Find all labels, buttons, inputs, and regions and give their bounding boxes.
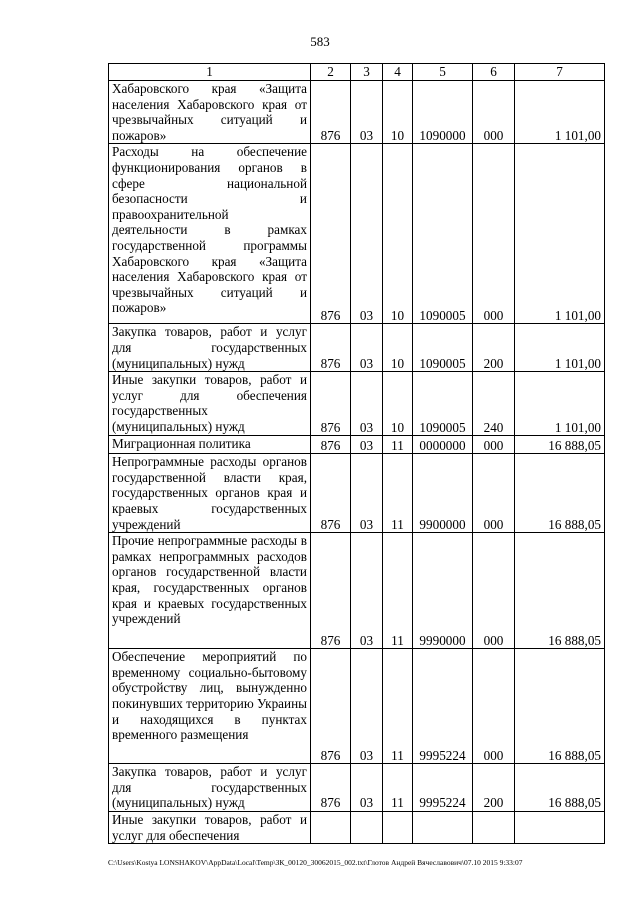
expense-type-cell: 000	[472, 453, 515, 534]
footer-file-path: C:\Users\Kostya LONSHAKOV\AppData\Local\…	[108, 858, 523, 867]
target-article-cell: 0000000	[412, 435, 473, 455]
expense-type-cell: 000	[472, 648, 515, 765]
table-row: Иные закупки товаров, работ и услуг для …	[108, 810, 605, 845]
expense-type-cell: 000	[472, 79, 515, 145]
table-row: Миграционная политика 876 03 11 0000000 000 16…	[108, 435, 605, 455]
header-cell: 7	[514, 63, 605, 81]
code-cell: 876	[310, 435, 351, 455]
table-row: Закупка товаров, работ и услуг для госуд…	[108, 323, 605, 373]
section-cell: 03	[350, 453, 383, 534]
row-name: Закупка товаров, работ и услуг для госуд…	[108, 323, 311, 373]
row-name: Закупка товаров, работ и услуг для госуд…	[108, 763, 311, 812]
amount-cell: 16 888,05	[514, 453, 605, 534]
section-cell: 03	[350, 763, 383, 812]
amount-cell: 1 101,00	[514, 323, 605, 373]
amount-cell	[514, 810, 605, 845]
code-cell: 876	[310, 648, 351, 765]
table-row: Обеспечение мероприятий по временному со…	[108, 648, 605, 765]
amount-cell: 1 101,00	[514, 79, 605, 145]
code-cell: 876	[310, 371, 351, 437]
table-row: Расходы на обеспечение функционирования …	[108, 143, 605, 325]
table-row: Непрограммные расходы органов государств…	[108, 453, 605, 534]
target-article-cell: 1090005	[412, 143, 473, 325]
row-name: Иные закупки товаров, работ и услуг для …	[108, 810, 311, 845]
subsection-cell: 11	[382, 435, 413, 455]
amount-cell: 16 888,05	[514, 763, 605, 812]
amount-cell: 1 101,00	[514, 371, 605, 437]
target-article-cell: 9900000	[412, 453, 473, 534]
header-cell: 6	[472, 63, 515, 81]
subsection-cell: 11	[382, 763, 413, 812]
subsection-cell: 10	[382, 371, 413, 437]
expense-type-cell	[472, 810, 515, 845]
section-cell: 03	[350, 648, 383, 765]
target-article-cell: 9990000	[412, 532, 473, 650]
section-cell	[350, 810, 383, 845]
section-cell: 03	[350, 371, 383, 437]
target-article-cell: 1090005	[412, 371, 473, 437]
subsection-cell: 11	[382, 453, 413, 534]
target-article-cell	[412, 810, 473, 845]
header-cell: 1	[108, 63, 311, 81]
target-article-cell: 9995224	[412, 763, 473, 812]
table-header-row: 1 2 3 4 5 6 7	[108, 63, 605, 81]
subsection-cell: 11	[382, 532, 413, 650]
section-cell: 03	[350, 143, 383, 325]
code-cell: 876	[310, 143, 351, 325]
amount-cell: 16 888,05	[514, 532, 605, 650]
row-name: Непрограммные расходы органов государств…	[108, 453, 311, 534]
subsection-cell: 10	[382, 79, 413, 145]
table-row: Хабаровского края «Защита населения Хаба…	[108, 79, 605, 145]
table-row: Прочие непрограммные расходы в рамках не…	[108, 532, 605, 650]
code-cell: 876	[310, 532, 351, 650]
table-row: Иные закупки товаров, работ и услуг для …	[108, 371, 605, 437]
header-cell: 4	[382, 63, 413, 81]
code-cell	[310, 810, 351, 845]
expense-type-cell: 000	[472, 435, 515, 455]
row-name: Расходы на обеспечение функционирования …	[108, 143, 311, 325]
subsection-cell	[382, 810, 413, 845]
row-name: Обеспечение мероприятий по временному со…	[108, 648, 311, 765]
subsection-cell: 10	[382, 143, 413, 325]
header-cell: 3	[350, 63, 383, 81]
table-row: Закупка товаров, работ и услуг для госуд…	[108, 763, 605, 812]
amount-cell: 16 888,05	[514, 648, 605, 765]
expense-type-cell: 200	[472, 323, 515, 373]
section-cell: 03	[350, 532, 383, 650]
code-cell: 876	[310, 453, 351, 534]
header-cell: 2	[310, 63, 351, 81]
target-article-cell: 1090000	[412, 79, 473, 145]
code-cell: 876	[310, 323, 351, 373]
amount-cell: 1 101,00	[514, 143, 605, 325]
section-cell: 03	[350, 79, 383, 145]
expense-type-cell: 240	[472, 371, 515, 437]
code-cell: 876	[310, 79, 351, 145]
code-cell: 876	[310, 763, 351, 812]
page-number: 583	[310, 34, 330, 49]
target-article-cell: 9995224	[412, 648, 473, 765]
budget-table: 1 2 3 4 5 6 7 Хабаровского края «Защита …	[108, 63, 605, 845]
section-cell: 03	[350, 323, 383, 373]
row-name: Миграционная политика	[108, 435, 311, 455]
subsection-cell: 10	[382, 323, 413, 373]
expense-type-cell: 000	[472, 143, 515, 325]
row-name: Иные закупки товаров, работ и услуг для …	[108, 371, 311, 437]
section-cell: 03	[350, 435, 383, 455]
expense-type-cell: 000	[472, 532, 515, 650]
row-name: Хабаровского края «Защита населения Хаба…	[108, 79, 311, 145]
amount-cell: 16 888,05	[514, 435, 605, 455]
target-article-cell: 1090005	[412, 323, 473, 373]
expense-type-cell: 200	[472, 763, 515, 812]
subsection-cell: 11	[382, 648, 413, 765]
row-name: Прочие непрограммные расходы в рамках не…	[108, 532, 311, 650]
header-cell: 5	[412, 63, 473, 81]
